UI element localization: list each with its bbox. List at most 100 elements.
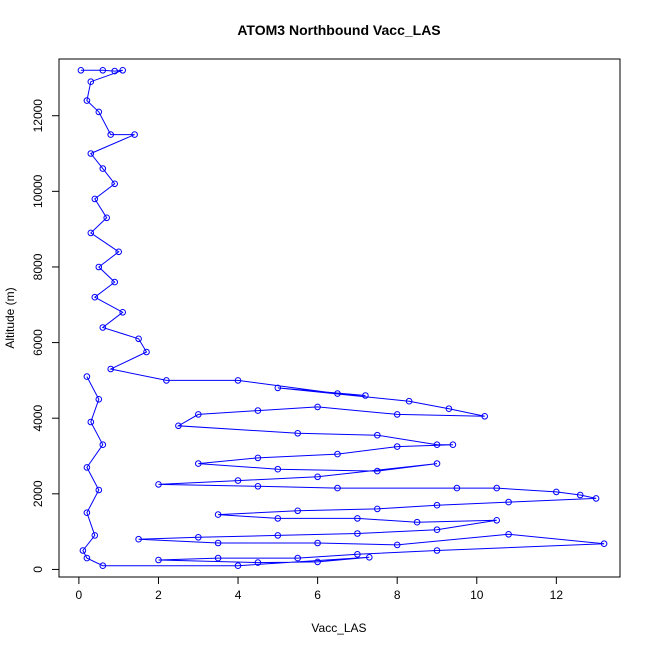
data-point xyxy=(95,263,103,271)
data-point xyxy=(99,562,107,570)
data-point xyxy=(155,556,162,564)
data-point xyxy=(433,547,441,554)
data-point xyxy=(91,293,99,301)
data-point xyxy=(314,403,321,411)
data-point xyxy=(99,165,107,172)
data-point xyxy=(314,558,321,566)
data-point xyxy=(481,413,489,420)
data-point xyxy=(83,97,91,104)
data-point xyxy=(234,377,242,384)
y-tick-label: 4000 xyxy=(31,405,45,432)
data-point xyxy=(314,473,321,481)
data-point xyxy=(354,530,361,537)
x-tick-label: 10 xyxy=(470,588,484,602)
data-point xyxy=(111,67,118,75)
data-point xyxy=(214,539,222,547)
data-point xyxy=(87,229,95,237)
data-point xyxy=(87,78,95,85)
data-point xyxy=(163,377,170,384)
y-axis-label: Altitude (m) xyxy=(3,287,17,348)
data-point xyxy=(393,541,401,549)
data-point xyxy=(493,484,501,492)
data-point xyxy=(505,498,512,506)
data-point xyxy=(214,554,222,562)
data-point xyxy=(553,488,560,496)
data-point xyxy=(87,418,95,426)
data-point xyxy=(374,467,381,475)
data-point xyxy=(405,397,413,405)
data-point xyxy=(195,534,202,541)
data-point xyxy=(135,335,142,343)
data-point xyxy=(83,509,91,517)
data-point xyxy=(83,373,91,380)
data-point xyxy=(354,515,361,522)
data-point xyxy=(433,526,441,534)
data-point xyxy=(83,554,91,562)
data-point xyxy=(505,531,512,538)
data-point xyxy=(433,501,441,509)
data-point xyxy=(366,554,373,561)
data-point xyxy=(95,486,103,494)
y-tick-label: 8000 xyxy=(31,253,45,280)
data-point xyxy=(274,384,282,392)
data-point xyxy=(274,515,282,522)
data-point xyxy=(91,532,99,539)
series-layer xyxy=(77,67,608,570)
data-point xyxy=(175,422,182,430)
data-point xyxy=(195,460,202,467)
data-point xyxy=(445,405,453,413)
data-point xyxy=(449,441,457,449)
data-point xyxy=(103,214,110,222)
data-point xyxy=(234,477,242,484)
x-tick-label: 4 xyxy=(235,588,242,602)
data-point xyxy=(99,324,107,331)
data-point xyxy=(99,67,107,74)
data-point xyxy=(493,517,501,524)
data-point xyxy=(274,465,282,473)
data-point xyxy=(294,430,302,437)
data-point xyxy=(115,248,122,256)
data-point xyxy=(254,483,262,490)
data-point xyxy=(274,532,282,539)
data-point xyxy=(433,441,441,449)
data-point xyxy=(107,131,114,138)
data-point xyxy=(334,450,341,458)
data-point xyxy=(107,365,114,373)
data-point xyxy=(87,150,95,157)
data-point xyxy=(334,484,341,492)
data-point xyxy=(393,443,401,450)
data-point xyxy=(79,547,87,554)
data-point xyxy=(362,392,369,399)
series-line xyxy=(80,69,605,567)
data-point xyxy=(254,454,262,462)
data-point xyxy=(195,411,202,418)
data-point xyxy=(95,108,103,116)
data-point xyxy=(576,491,584,499)
data-point xyxy=(600,540,608,548)
data-point xyxy=(334,390,341,397)
y-tick-label: 0 xyxy=(31,566,45,573)
x-tick-label: 0 xyxy=(76,588,83,602)
plot-frame xyxy=(58,58,621,578)
data-point xyxy=(254,559,262,566)
x-axis: 0 2 4 6 8 10 12 xyxy=(76,576,564,602)
data-point xyxy=(374,505,381,513)
data-point xyxy=(453,484,461,492)
y-tick-label: 12000 xyxy=(31,99,45,133)
y-tick-label: 6000 xyxy=(31,329,45,356)
data-point xyxy=(354,551,361,558)
data-point xyxy=(143,348,150,356)
data-point xyxy=(155,481,162,488)
x-tick-label: 12 xyxy=(550,588,564,602)
x-tick-label: 8 xyxy=(394,588,401,602)
data-point xyxy=(393,411,401,418)
data-point xyxy=(592,495,600,502)
data-point xyxy=(214,511,222,518)
data-point xyxy=(254,407,262,414)
data-point xyxy=(99,441,107,449)
data-point xyxy=(91,195,99,203)
data-point xyxy=(119,67,126,74)
chart-title: ATOM3 Northbound Vacc_LAS xyxy=(237,22,440,38)
data-point xyxy=(234,562,242,570)
